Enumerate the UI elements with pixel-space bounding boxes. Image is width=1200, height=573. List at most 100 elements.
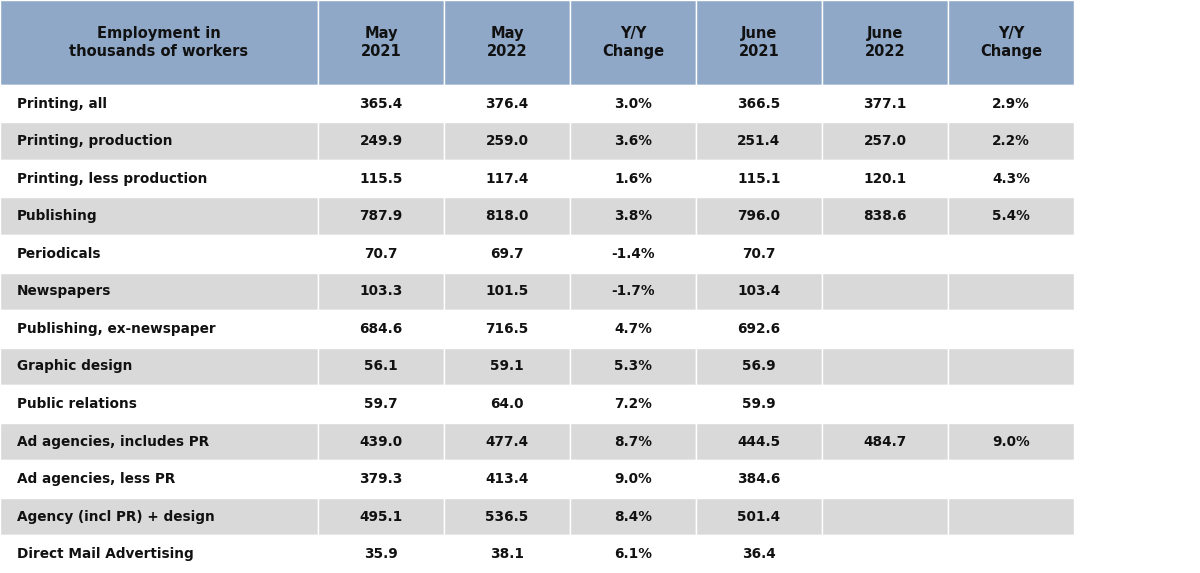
Text: 103.4: 103.4 <box>737 284 781 299</box>
Bar <box>570 0 696 85</box>
Bar <box>822 235 948 273</box>
Text: 257.0: 257.0 <box>864 134 906 148</box>
Bar <box>318 423 444 460</box>
Text: Ad agencies, less PR: Ad agencies, less PR <box>17 472 175 486</box>
Text: 64.0: 64.0 <box>491 397 523 411</box>
Bar <box>570 385 696 423</box>
Bar <box>318 535 444 573</box>
Text: Newspapers: Newspapers <box>17 284 112 299</box>
Bar <box>696 460 822 498</box>
Bar <box>0 460 318 498</box>
Text: 70.7: 70.7 <box>743 247 775 261</box>
Text: 259.0: 259.0 <box>486 134 528 148</box>
Bar <box>0 310 318 348</box>
Bar <box>570 460 696 498</box>
Text: 103.3: 103.3 <box>359 284 403 299</box>
Bar <box>570 348 696 385</box>
Bar <box>444 423 570 460</box>
Bar <box>0 498 318 535</box>
Text: Printing, all: Printing, all <box>17 97 107 111</box>
Bar <box>444 273 570 310</box>
Bar <box>570 198 696 235</box>
Text: 377.1: 377.1 <box>863 97 907 111</box>
Text: 36.4: 36.4 <box>742 547 776 561</box>
Bar <box>444 198 570 235</box>
Text: 501.4: 501.4 <box>738 509 780 524</box>
Bar <box>696 348 822 385</box>
Text: Graphic design: Graphic design <box>17 359 132 374</box>
Bar <box>318 460 444 498</box>
Text: -1.4%: -1.4% <box>611 247 655 261</box>
Bar <box>444 160 570 198</box>
Bar <box>444 310 570 348</box>
Text: 3.8%: 3.8% <box>614 209 652 223</box>
Bar <box>0 0 318 85</box>
Bar <box>696 0 822 85</box>
Text: Agency (incl PR) + design: Agency (incl PR) + design <box>17 509 215 524</box>
Bar <box>0 423 318 460</box>
Bar <box>444 535 570 573</box>
Bar <box>822 160 948 198</box>
Bar <box>0 235 318 273</box>
Text: 413.4: 413.4 <box>485 472 529 486</box>
Text: 716.5: 716.5 <box>485 322 529 336</box>
Text: 365.4: 365.4 <box>359 97 403 111</box>
Bar <box>948 0 1074 85</box>
Text: 251.4: 251.4 <box>737 134 781 148</box>
Bar <box>444 85 570 123</box>
Bar <box>444 0 570 85</box>
Text: 376.4: 376.4 <box>485 97 529 111</box>
Text: May
2022: May 2022 <box>487 26 527 58</box>
Text: 249.9: 249.9 <box>360 134 402 148</box>
Text: 56.9: 56.9 <box>742 359 776 374</box>
Text: Public relations: Public relations <box>17 397 137 411</box>
Text: 787.9: 787.9 <box>359 209 403 223</box>
Bar <box>822 535 948 573</box>
Bar <box>570 160 696 198</box>
Bar <box>570 123 696 160</box>
Bar <box>948 198 1074 235</box>
Text: 117.4: 117.4 <box>485 172 529 186</box>
Bar <box>696 310 822 348</box>
Text: 4.3%: 4.3% <box>992 172 1030 186</box>
Bar <box>696 535 822 573</box>
Bar <box>948 423 1074 460</box>
Text: Printing, less production: Printing, less production <box>17 172 208 186</box>
Text: 439.0: 439.0 <box>360 434 402 449</box>
Text: May
2021: May 2021 <box>361 26 401 58</box>
Text: 2.2%: 2.2% <box>992 134 1030 148</box>
Bar <box>318 85 444 123</box>
Bar <box>696 273 822 310</box>
Bar <box>948 385 1074 423</box>
Bar <box>948 160 1074 198</box>
Bar <box>0 348 318 385</box>
Text: -1.7%: -1.7% <box>611 284 655 299</box>
Bar <box>948 273 1074 310</box>
Text: 384.6: 384.6 <box>737 472 781 486</box>
Bar <box>0 123 318 160</box>
Text: 477.4: 477.4 <box>486 434 528 449</box>
Bar <box>318 123 444 160</box>
Text: Publishing: Publishing <box>17 209 97 223</box>
Bar <box>570 423 696 460</box>
Bar <box>822 0 948 85</box>
Bar <box>822 198 948 235</box>
Text: 70.7: 70.7 <box>365 247 397 261</box>
Text: 4.7%: 4.7% <box>614 322 652 336</box>
Bar <box>0 535 318 573</box>
Bar <box>318 0 444 85</box>
Bar <box>318 160 444 198</box>
Text: 3.0%: 3.0% <box>614 97 652 111</box>
Bar <box>696 385 822 423</box>
Bar <box>822 85 948 123</box>
Bar <box>822 498 948 535</box>
Bar <box>444 123 570 160</box>
Bar <box>696 235 822 273</box>
Text: 5.4%: 5.4% <box>992 209 1030 223</box>
Text: Ad agencies, includes PR: Ad agencies, includes PR <box>17 434 209 449</box>
Bar <box>948 235 1074 273</box>
Text: Publishing, ex-newspaper: Publishing, ex-newspaper <box>17 322 216 336</box>
Text: 9.0%: 9.0% <box>992 434 1030 449</box>
Bar <box>318 198 444 235</box>
Bar <box>822 423 948 460</box>
